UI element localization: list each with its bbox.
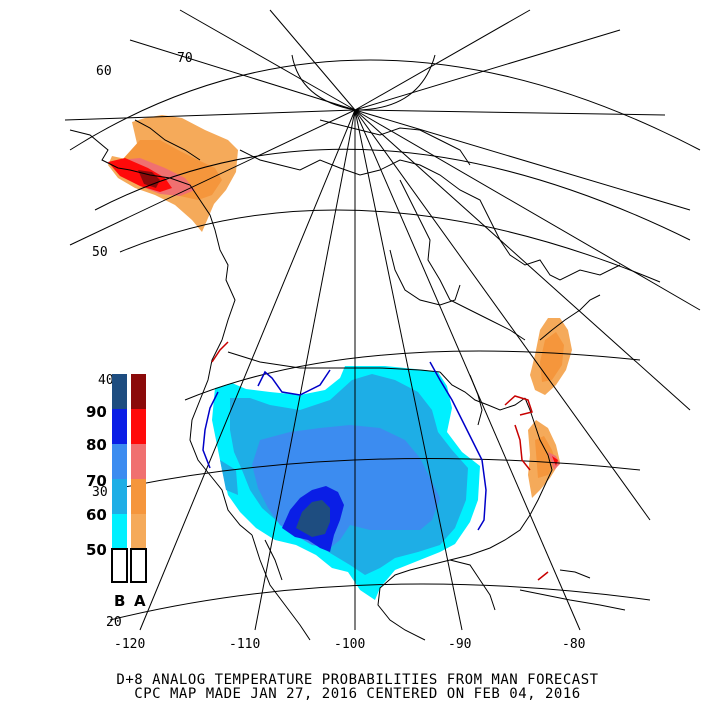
legend-label-50: 50 (86, 541, 107, 559)
legend-above-70 (131, 444, 146, 479)
lon-label-80: -80 (562, 637, 585, 652)
legend-below-90 (112, 374, 127, 409)
lat-label-20: 20 (106, 615, 122, 630)
below-60-patch (220, 460, 238, 495)
lat-label-70: 70 (177, 51, 193, 66)
legend-above-empty (130, 548, 147, 583)
below-normal-shading (212, 366, 480, 600)
longitude-labels: -120 -110 -100 -90 -80 (114, 637, 585, 652)
lat-label-30: 30 (92, 485, 108, 500)
latitude-labels: 70 60 50 40 30 20 (92, 51, 193, 630)
legend-label-70: 70 (86, 472, 107, 490)
lon-label-110: -110 (229, 637, 260, 652)
legend-label-60: 60 (86, 506, 107, 524)
legend-below-80 (112, 409, 127, 444)
legend-label-80: 80 (86, 436, 107, 454)
lat-label-50: 50 (92, 245, 108, 260)
legend-above-60 (131, 479, 146, 514)
east-above-60 (540, 332, 564, 382)
legend-below-letter: B (114, 592, 125, 610)
legend-label-90: 90 (86, 403, 107, 421)
below-90-region (296, 500, 330, 537)
below-contour-west (202, 391, 219, 469)
coastlines (69, 119, 626, 641)
lon-label-90: -90 (448, 637, 471, 652)
above-contour-fl (537, 571, 549, 581)
contour-lines (202, 341, 549, 581)
graticule (64, 9, 701, 631)
legend: 90 80 70 60 50 B A (86, 374, 147, 610)
legend-below-empty (111, 548, 128, 583)
legend-above-50 (131, 514, 146, 549)
lon-label-100: -100 (334, 637, 365, 652)
below-contour-east (429, 361, 487, 531)
lat-label-60: 60 (96, 64, 112, 79)
above-contour-pacnw (211, 341, 229, 363)
southeast-above-80 (552, 456, 558, 466)
legend-below-60 (112, 479, 127, 514)
above-contour-se (514, 424, 531, 471)
lat-label-40: 40 (98, 373, 114, 388)
caption-line-2: CPC MAP MADE JAN 27, 2016 CENTERED ON FE… (134, 686, 581, 702)
legend-below-50 (112, 514, 127, 549)
caption-line-1: D+8 ANALOG TEMPERATURE PROBABILITIES FRO… (116, 672, 599, 688)
legend-above-letter: A (134, 592, 146, 610)
southeast-above-60 (535, 436, 556, 478)
above-contour-ne (504, 395, 533, 416)
legend-below-70 (112, 444, 127, 479)
below-contour-north (257, 369, 331, 396)
legend-above-80 (131, 409, 146, 444)
lon-label-120: -120 (114, 637, 145, 652)
legend-above-90 (131, 374, 146, 409)
